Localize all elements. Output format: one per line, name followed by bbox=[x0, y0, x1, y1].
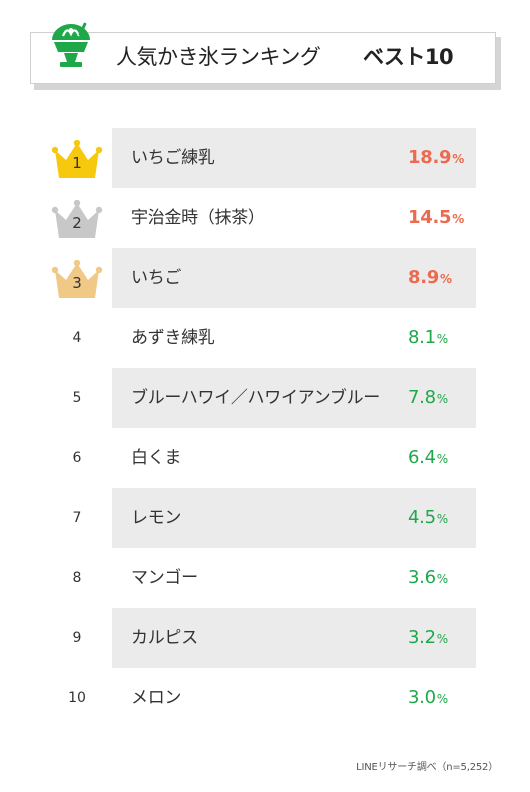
percentage-unit: % bbox=[436, 392, 449, 406]
item-label: 宇治金時（抹茶） bbox=[131, 208, 265, 228]
table-row: 1 いちご練乳 18.9% bbox=[0, 128, 530, 188]
percentage-number: 3.0 bbox=[408, 687, 436, 708]
percentage-number: 18.9 bbox=[408, 147, 452, 168]
percentage-number: 3.2 bbox=[408, 627, 436, 648]
percentage-value: 7.8% bbox=[408, 368, 448, 428]
silver-crown-icon bbox=[51, 200, 103, 238]
table-row: 2 宇治金時（抹茶） 14.5% bbox=[0, 188, 530, 248]
table-row: 3 いちご 8.9% bbox=[0, 248, 530, 308]
table-row: 5 ブルーハワイ／ハワイアンブルー 7.8% bbox=[0, 368, 530, 428]
percentage-number: 7.8 bbox=[408, 387, 436, 408]
percentage-number: 8.1 bbox=[408, 327, 436, 348]
rank-number: 7 bbox=[72, 510, 82, 526]
percentage-number: 4.5 bbox=[408, 507, 436, 528]
percentage-unit: % bbox=[436, 572, 449, 586]
percentage-unit: % bbox=[440, 272, 453, 286]
percentage-value: 3.2% bbox=[408, 608, 448, 668]
percentage-unit: % bbox=[436, 512, 449, 526]
shaved-ice-icon bbox=[52, 22, 90, 67]
row-background bbox=[112, 368, 476, 428]
rank-number: 3 bbox=[72, 274, 82, 292]
percentage-unit: % bbox=[436, 632, 449, 646]
percentage-value: 6.4% bbox=[408, 428, 448, 488]
source-note: LINEリサーチ調べ（n=5,252） bbox=[356, 762, 498, 773]
item-label: カルピス bbox=[131, 628, 198, 648]
table-row: 7 レモン 4.5% bbox=[0, 488, 530, 548]
item-label: 白くま bbox=[131, 448, 182, 468]
percentage-value: 8.1% bbox=[408, 308, 448, 368]
percentage-number: 6.4 bbox=[408, 447, 436, 468]
rank-number: 1 bbox=[72, 154, 82, 172]
item-label: マンゴー bbox=[131, 568, 198, 588]
page-title: 人気かき氷ランキング bbox=[116, 45, 321, 69]
table-row: 4 あずき練乳 8.1% bbox=[0, 308, 530, 368]
rank-number: 8 bbox=[72, 570, 82, 586]
table-row: 6 白くま 6.4% bbox=[0, 428, 530, 488]
gold-crown-icon bbox=[51, 140, 103, 178]
row-background bbox=[112, 248, 476, 308]
table-row: 10 メロン 3.0% bbox=[0, 668, 530, 728]
rank-number: 4 bbox=[72, 330, 82, 346]
percentage-value: 4.5% bbox=[408, 488, 448, 548]
percentage-unit: % bbox=[452, 212, 465, 226]
rank-number: 10 bbox=[68, 690, 86, 706]
percentage-number: 8.9 bbox=[408, 267, 439, 288]
item-label: いちご bbox=[131, 268, 182, 288]
rank-number: 9 bbox=[72, 630, 82, 646]
percentage-value: 8.9% bbox=[408, 248, 452, 308]
percentage-unit: % bbox=[436, 692, 449, 706]
table-row: 9 カルピス 3.2% bbox=[0, 608, 530, 668]
percentage-value: 14.5% bbox=[408, 188, 464, 248]
bronze-crown-icon bbox=[51, 260, 103, 298]
item-label: レモン bbox=[131, 508, 182, 528]
item-label: ブルーハワイ／ハワイアンブルー bbox=[131, 388, 380, 408]
row-background bbox=[112, 128, 476, 188]
page-subtitle: ベスト10 bbox=[363, 45, 454, 69]
percentage-unit: % bbox=[452, 152, 465, 166]
header-box bbox=[30, 32, 496, 84]
percentage-number: 14.5 bbox=[408, 207, 452, 228]
item-label: メロン bbox=[131, 688, 182, 708]
rank-number: 2 bbox=[72, 214, 82, 232]
item-label: いちご練乳 bbox=[131, 148, 215, 168]
row-background bbox=[112, 608, 476, 668]
percentage-value: 3.0% bbox=[408, 668, 448, 728]
percentage-unit: % bbox=[436, 452, 449, 466]
item-label: あずき練乳 bbox=[131, 328, 215, 348]
table-row: 8 マンゴー 3.6% bbox=[0, 548, 530, 608]
rank-number: 5 bbox=[72, 390, 82, 406]
rank-number: 6 bbox=[72, 450, 82, 466]
percentage-unit: % bbox=[436, 332, 449, 346]
row-background bbox=[112, 488, 476, 548]
percentage-number: 3.6 bbox=[408, 567, 436, 588]
percentage-value: 3.6% bbox=[408, 548, 448, 608]
percentage-value: 18.9% bbox=[408, 128, 464, 188]
